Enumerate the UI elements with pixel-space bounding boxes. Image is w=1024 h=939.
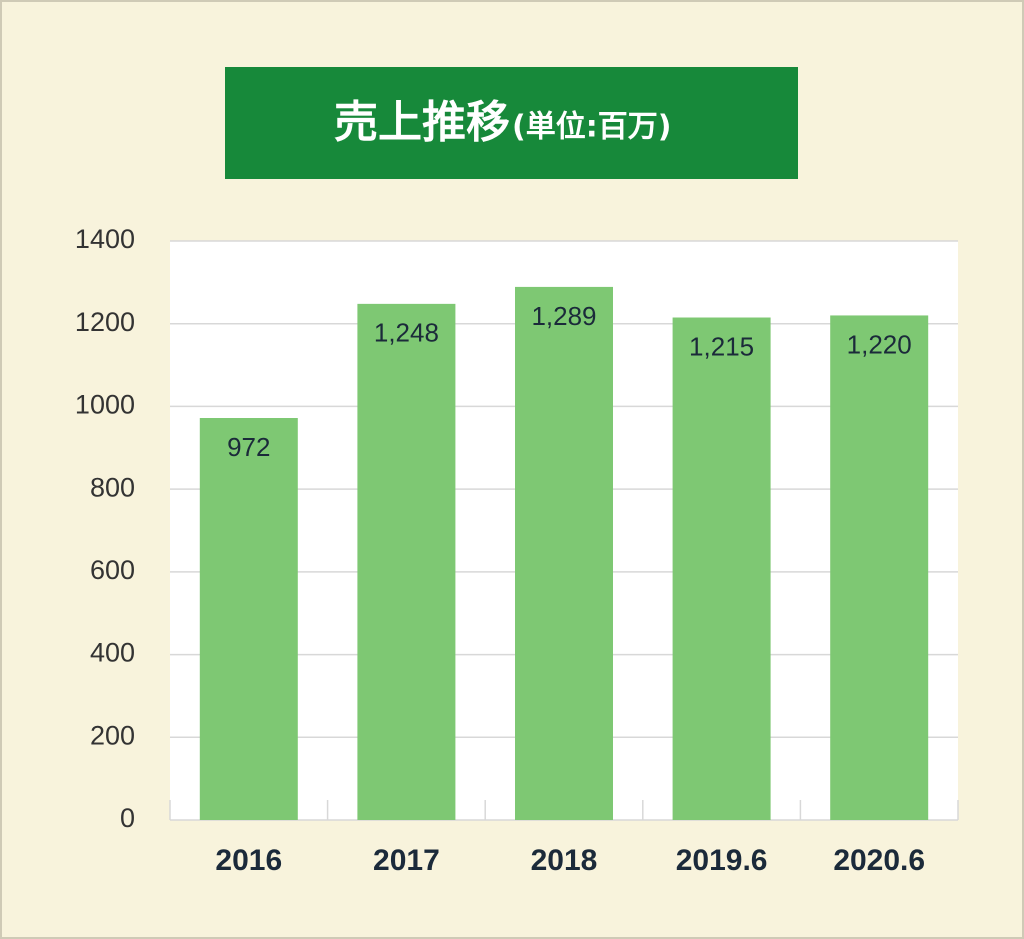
value-label: 1,220 [847, 329, 912, 359]
bar [830, 315, 929, 820]
y-tick-label: 800 [90, 472, 135, 502]
y-tick-label: 600 [90, 555, 135, 585]
value-label: 972 [227, 432, 270, 462]
y-tick-label: 1200 [75, 307, 135, 337]
value-label: 1,289 [531, 301, 596, 331]
y-tick-label: 0 [120, 803, 135, 833]
x-tick-label: 2017 [373, 844, 440, 877]
x-tick-label: 2020.6 [833, 844, 925, 877]
chart-title: 売上推移 [334, 97, 510, 148]
y-tick-label: 400 [90, 638, 135, 668]
bar [357, 303, 456, 820]
x-tick-label: 2018 [531, 844, 598, 877]
y-tick-label: 1000 [75, 390, 135, 420]
x-tick-label: 2016 [215, 844, 282, 877]
value-label: 1,248 [374, 318, 439, 348]
bar [672, 317, 771, 820]
bar [515, 286, 613, 820]
title-box [225, 67, 798, 179]
chart-subtitle: (単位:百万) [512, 110, 671, 145]
x-tick-label: 2019.6 [676, 844, 768, 877]
bar [199, 418, 298, 820]
y-tick-label: 1400 [75, 224, 135, 254]
y-tick-label: 200 [90, 720, 135, 750]
value-label: 1,215 [689, 331, 754, 361]
